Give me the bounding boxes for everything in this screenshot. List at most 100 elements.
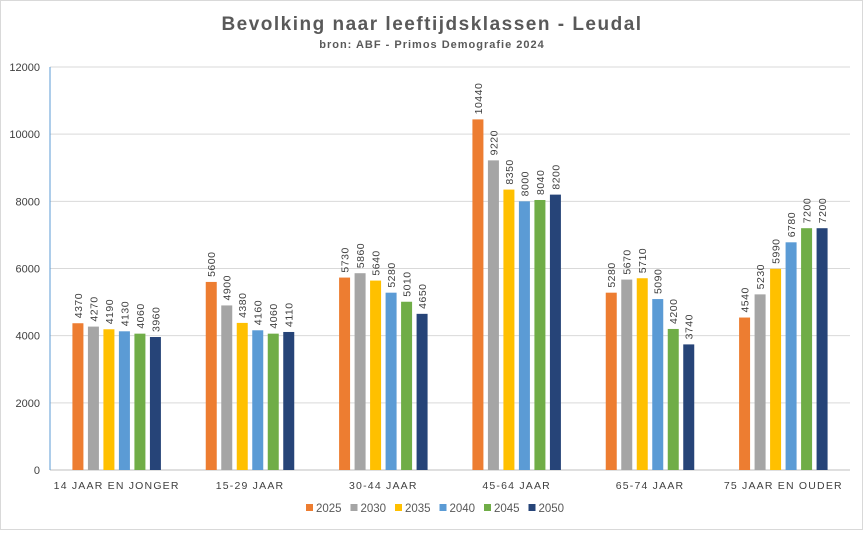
bar-2045 [267,333,279,470]
y-tick-label: 12000 [9,62,40,74]
data-label: 3960 [150,307,162,332]
y-tick-label: 2000 [16,398,40,410]
x-tick-label: 15-29 JAAR [216,480,285,492]
data-label: 8000 [519,171,531,196]
data-label: 8200 [550,164,562,189]
data-label: 5090 [653,269,665,294]
legend-label: 2040 [450,503,476,515]
legend-label: 2030 [361,503,387,515]
chart-title: Bevolking naar leeftijdsklassen - Leudal [221,14,642,35]
data-label: 7200 [802,198,814,223]
bar-2045 [801,228,813,470]
data-label: 5710 [637,248,649,273]
bar-2045 [667,328,679,470]
x-tick-label: 14 JAAR EN JONGER [54,480,180,492]
bar-2045 [401,301,413,470]
legend-swatch [484,504,491,511]
bar-2045 [134,333,146,470]
bar-2040 [652,299,664,470]
data-label: 8040 [535,170,547,195]
bar-2050 [283,331,295,470]
bar-2050 [683,344,695,470]
bar-2030 [487,160,499,470]
data-label: 5280 [606,262,618,287]
data-label: 4190 [104,299,116,324]
data-label: 5010 [402,271,414,296]
data-label: 4060 [268,303,280,328]
bar-2040 [118,331,130,470]
data-label: 7200 [817,198,829,223]
bar-2035 [636,278,648,470]
data-label: 4160 [253,300,265,325]
legend-label: 2025 [316,503,342,515]
bar-2025 [205,281,217,470]
bar-2050 [816,228,828,470]
y-tick-label: 6000 [16,264,40,276]
x-tick-label: 30-44 JAAR [349,480,418,492]
bar-2035 [370,280,382,470]
data-label: 4650 [417,283,429,308]
legend-swatch [350,504,358,511]
bar-2025 [739,317,751,470]
bar-2035 [236,322,248,470]
bar-2040 [252,330,264,470]
legend-label: 2045 [494,503,520,515]
bar-2040 [518,201,530,471]
bar-2050 [149,337,161,470]
data-label: 4060 [135,303,147,328]
legend-label: 2050 [539,503,565,515]
chart-subtitle: bron: ABF - Primos Demografie 2024 [319,39,545,51]
bar-2025 [472,119,484,470]
data-label: 6780 [786,212,798,237]
data-label: 5600 [206,252,218,277]
data-label: 5990 [771,238,783,263]
data-label: 5280 [386,262,398,287]
bar-2040 [785,242,797,470]
y-tick-label: 8000 [16,196,40,208]
bar-2045 [534,199,546,471]
bar-2035 [770,268,782,470]
data-label: 4130 [119,301,131,326]
bar-2025 [605,292,617,470]
data-label: 4110 [284,302,296,327]
legend-swatch [439,504,447,511]
bar-2030 [754,294,766,470]
legend-label: 2035 [405,503,431,515]
data-label: 4270 [88,296,100,321]
data-label: 10440 [473,83,485,115]
bar-2040 [385,292,397,470]
data-label: 8350 [504,159,516,184]
legend-swatch [528,504,536,511]
bar-2030 [621,279,633,470]
data-label: 4900 [222,275,234,300]
data-label: 4370 [73,293,85,318]
bar-2030 [354,273,366,470]
data-label: 5730 [340,247,352,272]
bar-2035 [503,189,515,470]
bar-2030 [221,305,233,470]
legend-swatch [395,504,402,511]
bar-2025 [72,323,84,470]
x-tick-label: 75 JAAR EN OUDER [724,480,843,492]
data-label: 5640 [371,250,383,275]
x-tick-label: 45-64 JAAR [482,480,551,492]
data-label: 4540 [740,287,752,312]
y-tick-label: 4000 [16,331,40,343]
data-label: 5230 [755,264,767,289]
bar-2050 [549,194,561,470]
data-label: 4200 [668,299,680,324]
bar-2025 [339,277,351,470]
data-label: 5860 [355,243,367,268]
y-tick-label: 10000 [9,129,40,141]
bar-2050 [416,313,428,470]
bar-2030 [87,326,99,470]
y-tick-label: 0 [34,465,40,477]
data-label: 5670 [622,249,634,274]
data-label: 4380 [237,293,249,318]
legend-swatch [306,504,313,511]
x-tick-label: 65-74 JAAR [616,480,685,492]
bar-2035 [103,329,115,470]
data-label: 3740 [684,314,696,339]
data-label: 9220 [488,130,500,155]
